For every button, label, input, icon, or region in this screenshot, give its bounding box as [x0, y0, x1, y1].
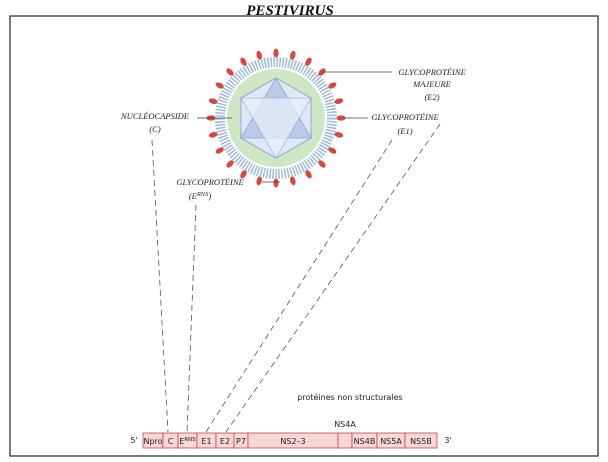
segment-label: Npro — [143, 437, 162, 446]
spike — [273, 179, 278, 188]
segment — [338, 433, 352, 448]
label: GLYCOPROTÉINE — [371, 112, 439, 122]
segment-label: C — [168, 437, 174, 446]
segment-label: NS5A — [380, 437, 402, 446]
connector — [187, 205, 196, 432]
spike — [289, 176, 296, 186]
five-prime: 5' — [130, 436, 137, 445]
label: (E2) — [424, 92, 439, 102]
diagram: PESTIVIRUS NUCLÉOCAPSIDE (C) GLYCOPROTÉI… — [0, 0, 608, 462]
title: PESTIVIRUS — [246, 3, 334, 19]
label: GLYCOPROTÉINE — [398, 67, 466, 77]
segment-label: E1 — [201, 437, 211, 446]
three-prime: 3' — [444, 436, 451, 445]
label: (C) — [149, 124, 161, 134]
connector — [152, 140, 168, 432]
label: GLYCOPROTÉINE — [176, 177, 244, 187]
segment-label: NS5B — [410, 437, 432, 446]
spike — [225, 159, 235, 169]
segment-label: P7 — [236, 437, 246, 446]
segment-label: E2 — [220, 437, 230, 446]
label: MAJEURE — [412, 79, 452, 89]
spike — [273, 49, 278, 58]
label: NUCLÉOCAPSIDE — [120, 111, 190, 121]
spike — [256, 176, 263, 186]
label: ) — [207, 191, 211, 201]
label: (ERNS) — [189, 191, 212, 201]
spike — [334, 98, 344, 105]
nonstructural-label: protéines non structurales — [297, 392, 402, 402]
spike — [327, 81, 337, 90]
spike — [208, 98, 218, 105]
label-sup: RNS — [196, 191, 209, 198]
spike — [317, 159, 327, 169]
page: PESTIVIRUS NUCLÉOCAPSIDE (C) GLYCOPROTÉI… — [0, 0, 608, 462]
segment-label: NS2–3 — [280, 437, 305, 446]
spike — [304, 169, 313, 179]
segment-label: NS4B — [354, 437, 376, 446]
segment-sup: RNS — [184, 437, 196, 443]
label: (E1) — [397, 126, 412, 136]
ns4a-label: NS4A — [334, 420, 356, 429]
